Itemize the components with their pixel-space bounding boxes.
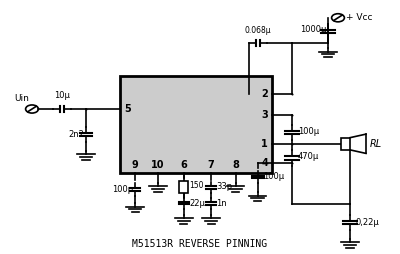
Text: 6: 6 bbox=[180, 160, 187, 170]
Bar bbox=[341, 138, 350, 150]
Text: 100μ: 100μ bbox=[263, 172, 284, 181]
Text: 470μ: 470μ bbox=[298, 152, 319, 161]
Text: 1: 1 bbox=[261, 139, 268, 149]
Text: 4: 4 bbox=[261, 158, 268, 168]
Text: 1000μ: 1000μ bbox=[300, 25, 326, 34]
Text: 5: 5 bbox=[124, 104, 131, 114]
Text: + Vcc: + Vcc bbox=[346, 13, 372, 22]
Text: 150: 150 bbox=[189, 181, 204, 190]
Text: RL: RL bbox=[370, 139, 382, 149]
Text: 8: 8 bbox=[232, 160, 239, 170]
Text: M51513R REVERSE PINNING: M51513R REVERSE PINNING bbox=[132, 239, 268, 249]
Text: 0.068μ: 0.068μ bbox=[245, 26, 271, 35]
Text: 1n: 1n bbox=[216, 199, 227, 208]
Text: 3: 3 bbox=[261, 110, 268, 120]
Text: 22μ: 22μ bbox=[189, 199, 205, 208]
Text: Uin: Uin bbox=[14, 94, 30, 103]
Text: 10μ: 10μ bbox=[54, 91, 70, 100]
Text: 9: 9 bbox=[132, 160, 138, 170]
Bar bbox=[120, 76, 272, 173]
Text: 2n2: 2n2 bbox=[68, 130, 84, 139]
Text: 100μ: 100μ bbox=[298, 127, 319, 136]
Text: 2: 2 bbox=[261, 89, 268, 99]
Text: 100p: 100p bbox=[112, 185, 133, 194]
Bar bbox=[180, 181, 188, 193]
Text: 0,22μ: 0,22μ bbox=[356, 218, 380, 227]
Text: 33p: 33p bbox=[216, 182, 232, 191]
Text: 7: 7 bbox=[208, 160, 214, 170]
Text: 10: 10 bbox=[151, 160, 165, 170]
